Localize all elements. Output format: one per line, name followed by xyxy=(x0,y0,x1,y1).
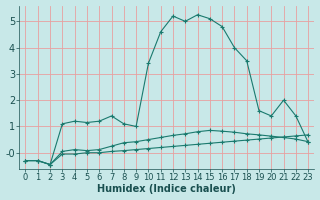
X-axis label: Humidex (Indice chaleur): Humidex (Indice chaleur) xyxy=(97,184,236,194)
